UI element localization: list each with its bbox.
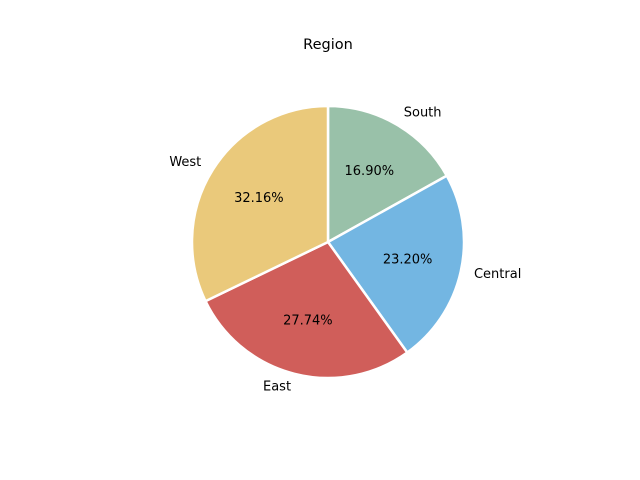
pie-slice-south [326, 104, 449, 244]
pct-label-central: 23.20% [383, 252, 433, 267]
pct-label-east: 27.74% [283, 314, 333, 329]
slice-label-east: East [263, 379, 291, 394]
pie-slice-east [204, 240, 409, 380]
pie-labels: South 16.90% Central 23.20% East 27.74% West 32… [169, 105, 521, 394]
pct-label-west: 32.16% [234, 191, 284, 206]
slice-label-south: South [404, 105, 442, 120]
pct-label-south: 16.90% [345, 164, 395, 179]
pie-slice-west [190, 104, 330, 303]
pie-slice-central [326, 174, 466, 354]
pie-slices [190, 104, 466, 380]
slice-label-central: Central [474, 267, 521, 282]
slice-label-west: West [169, 155, 201, 170]
chart-title: Region [303, 37, 353, 53]
